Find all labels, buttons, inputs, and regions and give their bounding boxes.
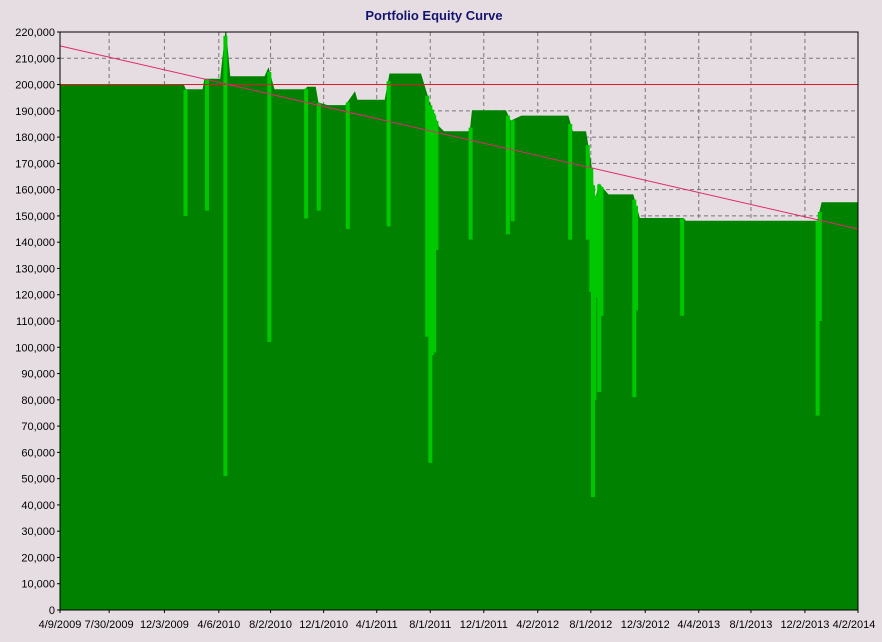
x-tick-label: 7/30/2009: [85, 619, 134, 631]
drawdown-spike: [592, 198, 597, 400]
drawdown-spike: [304, 88, 309, 219]
drawdown-spike: [599, 186, 604, 316]
y-tick-label: 130,000: [15, 263, 55, 275]
y-tick-label: 160,000: [15, 185, 55, 197]
x-tick-label: 4/1/2011: [356, 619, 398, 631]
y-tick-label: 10,000: [21, 579, 55, 591]
x-tick-label: 12/3/2009: [140, 619, 189, 631]
y-tick-label: 180,000: [15, 132, 55, 144]
y-tick-label: 170,000: [15, 158, 55, 170]
x-tick-label: 12/1/2011: [460, 619, 508, 631]
drawdown-spike: [585, 145, 590, 240]
chart-title: Portfolio Equity Curve: [365, 8, 502, 23]
x-tick-label: 4/2/2014: [833, 619, 876, 631]
x-tick-label: 12/2/2013: [780, 619, 829, 631]
y-tick-label: 90,000: [21, 369, 55, 381]
y-tick-label: 140,000: [15, 237, 55, 249]
drawdown-spike: [205, 79, 209, 211]
y-tick-label: 220,000: [15, 27, 55, 39]
y-tick-label: 200,000: [15, 80, 55, 92]
drawdown-spike: [468, 127, 473, 240]
drawdown-spike: [634, 205, 638, 311]
drawdown-spike: [817, 212, 822, 321]
drawdown-spike: [815, 221, 820, 416]
drawdown-spike: [425, 95, 430, 337]
y-tick-label: 40,000: [21, 500, 55, 512]
y-axis: 0 10,000 20,000 30,000 40,000 50,000 60,000 70,…: [15, 27, 60, 617]
x-axis: 4/9/2009 7/30/2009 12/3/2009 4/6/2010 8/2/20…: [39, 610, 876, 631]
drawdown-spike: [183, 89, 188, 216]
drawdown-spike: [345, 102, 350, 229]
drawdown-spike: [434, 121, 439, 251]
x-tick-label: 8/2/2010: [249, 619, 292, 631]
drawdown-spike: [597, 184, 602, 392]
x-tick-label: 8/1/2013: [730, 619, 773, 631]
drawdown-spike: [510, 120, 515, 222]
drawdown-spike: [432, 115, 437, 353]
x-tick-label: 12/3/2012: [621, 619, 670, 631]
y-tick-label: 50,000: [21, 474, 55, 486]
drawdown-spikes: [183, 35, 822, 498]
y-tick-label: 60,000: [21, 447, 55, 459]
x-tick-label: 8/1/2012: [569, 619, 612, 631]
drawdown-spike: [505, 115, 510, 235]
y-tick-label: 150,000: [15, 211, 55, 223]
y-tick-label: 0: [49, 605, 55, 617]
drawdown-spike: [568, 124, 573, 240]
y-tick-label: 110,000: [16, 316, 55, 328]
y-tick-label: 210,000: [15, 53, 55, 65]
y-tick-label: 30,000: [21, 526, 55, 538]
trend-line: [59, 45, 859, 230]
x-tick-label: 4/2/2012: [516, 619, 559, 631]
drawdown-spike: [316, 103, 321, 211]
x-tick-label: 4/6/2010: [197, 619, 240, 631]
y-tick-label: 100,000: [15, 342, 55, 354]
x-tick-label: 4/4/2013: [677, 619, 720, 631]
y-tick-label: 190,000: [15, 106, 55, 118]
y-tick-label: 20,000: [21, 552, 55, 564]
drawdown-spike: [594, 195, 599, 298]
x-tick-label: 8/1/2011: [409, 619, 451, 631]
y-tick-label: 80,000: [21, 395, 55, 407]
y-tick-label: 70,000: [21, 421, 55, 433]
reference-lines: [59, 45, 859, 230]
drawdown-spike: [386, 81, 391, 227]
drawdown-spike: [267, 72, 272, 342]
x-tick-label: 12/1/2010: [299, 619, 348, 631]
drawdown-spike: [223, 35, 228, 477]
y-tick-label: 120,000: [15, 290, 55, 302]
x-tick-label: 4/9/2009: [39, 619, 82, 631]
drawdown-spike: [680, 218, 685, 316]
